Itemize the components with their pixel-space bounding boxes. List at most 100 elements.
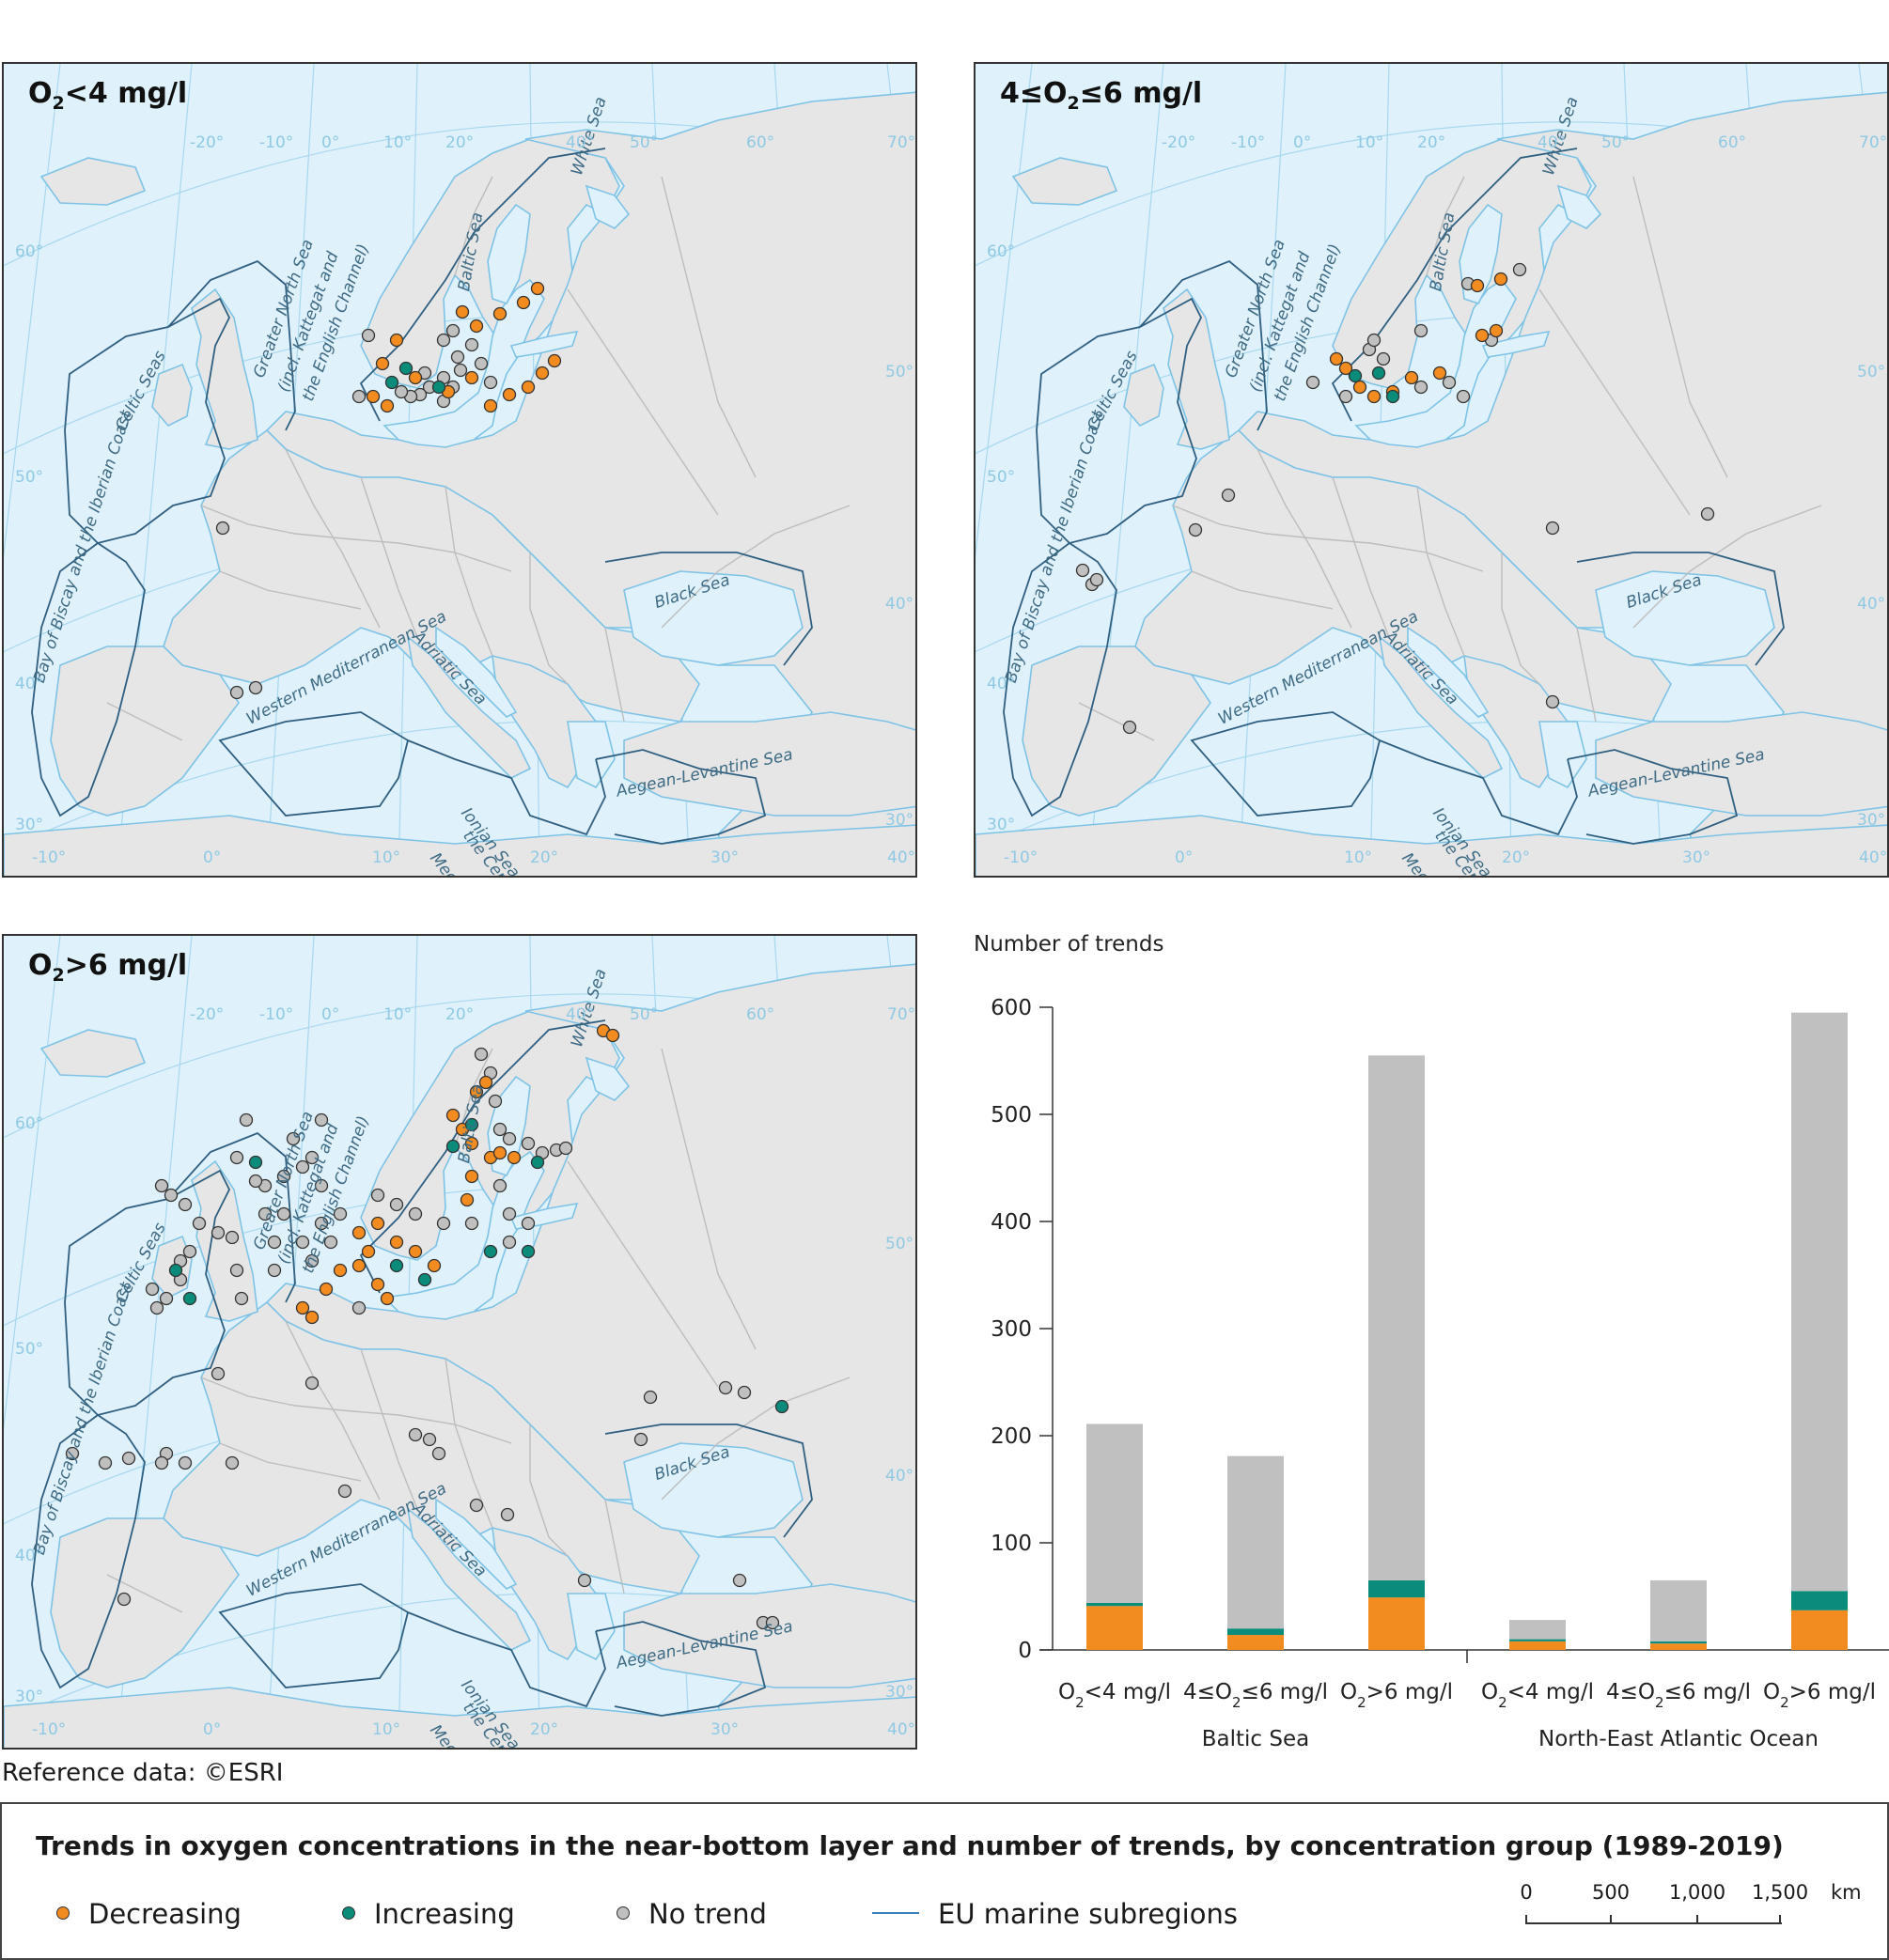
no-trend-station — [178, 1197, 193, 1212]
country-border — [661, 505, 851, 629]
no-trend-station — [337, 1484, 352, 1499]
country-border — [219, 1442, 362, 1482]
graticule-label: 0° — [203, 1720, 222, 1739]
country-border — [529, 1424, 569, 1557]
graticule-label: 40° — [15, 675, 44, 693]
no-trend-station — [464, 1216, 479, 1231]
no-trend-station — [314, 1112, 329, 1128]
no-trend-station — [1305, 375, 1320, 390]
decreasing-station — [370, 1216, 385, 1231]
no-trend-station — [450, 350, 465, 365]
graticule-label: 0° — [1175, 848, 1194, 867]
bar-segment-decreasing — [1509, 1641, 1566, 1650]
no-trend-dot-icon — [617, 1906, 630, 1920]
no-trend-station — [211, 1366, 226, 1381]
bar-segment-increasing — [1368, 1579, 1425, 1598]
x-tick-label: O2>6 mg/l — [1763, 1680, 1876, 1711]
marine-subregion-boundary — [407, 739, 606, 836]
no-trend-station — [234, 1291, 249, 1306]
country-border — [219, 570, 362, 610]
decreasing-station — [507, 1150, 522, 1165]
marine-subregion-boundary — [167, 259, 296, 431]
no-trend-station — [178, 1455, 193, 1470]
decreasing-station — [464, 1169, 479, 1184]
inland-sea — [435, 626, 518, 718]
inland-sea — [382, 1150, 545, 1320]
decreasing-dot-icon — [56, 1906, 70, 1920]
marine-subregion-boundary — [1379, 739, 1578, 836]
decreasing-station — [1489, 323, 1504, 338]
graticule-label: -20° — [190, 1005, 225, 1024]
inland-sea — [1407, 626, 1490, 718]
land-area — [50, 646, 240, 817]
bar-chart: Number of trends 0 100 200 300 400 500 600 O2<4 … — [959, 921, 1889, 1751]
decreasing-station — [1329, 351, 1344, 366]
graticule-label: 30° — [1682, 848, 1711, 867]
decreasing-station — [547, 353, 562, 368]
graticule-label: 60° — [746, 133, 775, 152]
no-trend-station — [492, 1178, 507, 1193]
no-trend-station — [483, 375, 498, 390]
no-trend-station — [314, 1216, 329, 1231]
graticule-label: 60° — [15, 1114, 44, 1133]
graticule-label: -20° — [1162, 133, 1196, 152]
map-svg — [976, 64, 1887, 876]
scale-mark — [1610, 1915, 1612, 1924]
no-trend-station — [314, 1178, 329, 1193]
inland-sea — [1538, 721, 1587, 789]
graticule-label: 50° — [1601, 133, 1631, 152]
bar-segment-decreasing — [1791, 1610, 1848, 1650]
y-tick-label: 200 — [991, 1424, 1032, 1449]
graticule-label: 40° — [1857, 595, 1886, 614]
no-trend-station — [1366, 333, 1382, 348]
graticule-label: 50° — [885, 363, 914, 381]
marine-subregion-boundary — [595, 749, 767, 845]
bar-segment-decreasing — [1650, 1643, 1707, 1650]
no-trend-station — [145, 1282, 160, 1297]
decreasing-station — [455, 304, 470, 319]
country-border — [661, 1048, 757, 1350]
marine-subregion-boundary — [1036, 297, 1203, 544]
decreasing-station — [1493, 272, 1508, 287]
no-trend-station — [159, 1291, 174, 1306]
decreasing-station — [408, 370, 423, 385]
no-trend-station — [370, 1188, 385, 1203]
decreasing-station — [1475, 328, 1490, 343]
no-trend-station — [389, 1197, 404, 1212]
no-trend-station — [737, 1385, 752, 1400]
no-trend-station — [229, 1150, 244, 1165]
increasing-station — [521, 1244, 536, 1259]
graticule-label: 20° — [445, 133, 475, 152]
graticule-label: -10° — [32, 1720, 67, 1739]
land-area — [191, 1159, 258, 1322]
bar-segment-decreasing — [1086, 1606, 1143, 1650]
graticule-label: -10° — [1231, 133, 1266, 152]
inland-sea — [1595, 570, 1775, 666]
inland-sea — [487, 203, 531, 304]
no-trend-station — [1512, 262, 1527, 277]
decreasing-station — [469, 1084, 484, 1099]
no-trend-station — [474, 356, 489, 371]
graticule-label: 50° — [1857, 363, 1886, 381]
no-trend-station — [258, 1206, 273, 1221]
graticule-label: 50° — [630, 133, 659, 152]
no-trend-station — [351, 1300, 367, 1315]
graticule-label: -10° — [259, 133, 294, 152]
no-trend-station — [1221, 488, 1236, 503]
graticule-label: -10° — [1004, 848, 1038, 867]
increasing-station — [168, 1263, 183, 1278]
no-trend-station — [229, 685, 244, 700]
map-title: 4≤O2≤6 mg/l — [1000, 77, 1203, 114]
no-trend-station — [361, 328, 376, 343]
country-border — [1538, 288, 1691, 516]
no-trend-station — [276, 1169, 291, 1184]
decreasing-station — [375, 356, 390, 371]
inland-sea — [567, 721, 616, 789]
inland-sea — [382, 278, 545, 448]
map-panel-o2-4-to-6: 4≤O2≤6 mg/l Celtic Seas Greater North Sea… — [974, 62, 1889, 878]
scale-tick-label: 1,000 — [1668, 1881, 1726, 1904]
no-trend-station — [469, 1498, 484, 1513]
no-trend-station — [453, 363, 468, 378]
no-trend-station — [732, 1573, 747, 1588]
graticule-label: 40° — [15, 1547, 44, 1565]
